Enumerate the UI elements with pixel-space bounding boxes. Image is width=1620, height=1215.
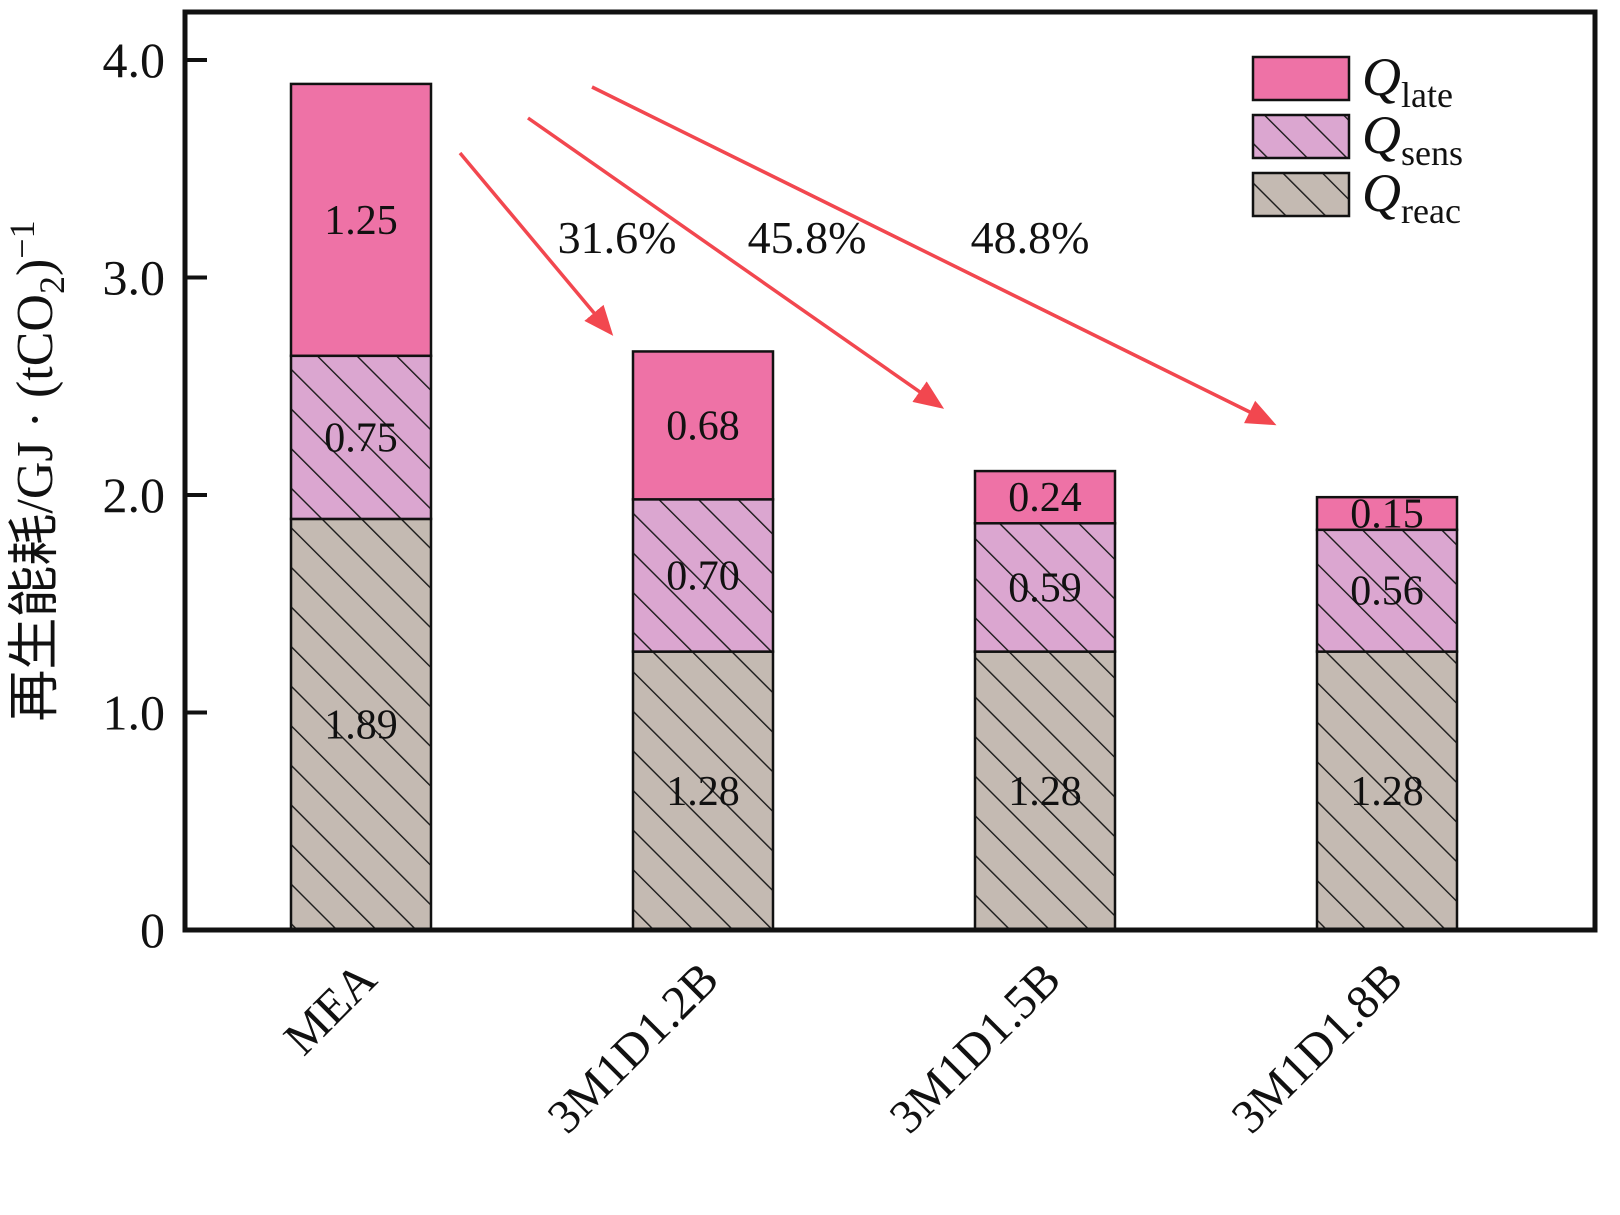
- plot-frame: [182, 9, 1598, 933]
- value-label-Q_sens-3M1D1.5B: 0.59: [1008, 565, 1082, 611]
- legend-label-sub-Q_late: late: [1401, 75, 1453, 115]
- bar-segment-Q_sens-3M1D1.8B: [1315, 528, 1459, 653]
- y-axis-title: 再生能耗/GJ · (tCO2)−1: [2, 220, 72, 721]
- percent-label-1: 31.6%: [558, 212, 677, 263]
- bar-segment-Q_sens-3M1D1.2B: [631, 498, 775, 653]
- legend-swatch-Q_late: [1251, 55, 1351, 102]
- y-axis-title-subscript: 2: [32, 276, 72, 294]
- value-label-Q_sens-3M1D1.2B: 0.70: [666, 553, 740, 599]
- legend-label-sub-Q_reac: reac: [1401, 191, 1461, 231]
- legend-swatch-Q_reac: [1251, 171, 1351, 218]
- y-tick-label-4: 4.0: [103, 32, 166, 88]
- y-axis-title-close: ): [7, 259, 64, 276]
- legend-label-Q_late: Qlate: [1362, 47, 1453, 115]
- bar-segment-Q_reac-MEA: [289, 517, 433, 932]
- bar-segment-Q_late-3M1D1.5B: [973, 469, 1117, 525]
- legend-label-Q_sens: Qsens: [1362, 105, 1463, 173]
- value-label-Q_reac-3M1D1.5B: 1.28: [1008, 769, 1082, 815]
- bar-segment-Q_late-3M1D1.2B: [631, 350, 775, 501]
- value-label-Q_sens-3M1D1.8B: 0.56: [1350, 569, 1424, 615]
- value-label-Q_late-3M1D1.5B: 0.24: [1008, 475, 1082, 521]
- legend-label-main-Q_sens: Q: [1362, 105, 1401, 165]
- percent-label-3: 48.8%: [971, 212, 1090, 263]
- value-label-Q_late-3M1D1.2B: 0.68: [666, 403, 740, 449]
- bar-segment-Q_late-3M1D1.8B: [1315, 495, 1459, 532]
- value-label-Q_reac-3M1D1.8B: 1.28: [1350, 769, 1424, 815]
- legend-swatch-Q_sens: [1251, 113, 1351, 160]
- percent-label-2: 45.8%: [748, 212, 867, 263]
- legend-label-sub-Q_sens: sens: [1401, 133, 1463, 173]
- value-label-Q_reac-MEA: 1.89: [324, 702, 398, 748]
- y-tick-label-2: 2.0: [103, 467, 166, 523]
- y-tick-label-0: 0: [140, 902, 165, 958]
- legend-label-Q_reac: Qreac: [1362, 163, 1461, 231]
- value-label-Q_late-3M1D1.8B: 0.15: [1350, 491, 1424, 537]
- value-label-Q_reac-3M1D1.2B: 1.28: [666, 769, 740, 815]
- y-tick-label-3: 3.0: [103, 250, 166, 306]
- reduction-arrow-3: [591, 85, 1277, 426]
- value-label-Q_late-MEA: 1.25: [324, 198, 398, 244]
- bar-segment-Q_reac-3M1D1.5B: [973, 650, 1117, 932]
- reduction-arrow-1: [458, 151, 614, 336]
- y-axis-title-main: 再生能耗/GJ · (tCO: [7, 294, 64, 722]
- bar-segment-Q_late-MEA: [289, 82, 433, 358]
- y-axis-title-superscript: −1: [2, 220, 42, 258]
- value-label-Q_sens-MEA: 0.75: [324, 415, 398, 461]
- reduction-arrow-2: [526, 116, 945, 409]
- bar-segment-Q_sens-3M1D1.5B: [973, 522, 1117, 653]
- legend-label-main-Q_late: Q: [1362, 47, 1401, 107]
- y-tick-label-1: 1.0: [103, 685, 166, 741]
- legend-label-main-Q_reac: Q: [1362, 163, 1401, 223]
